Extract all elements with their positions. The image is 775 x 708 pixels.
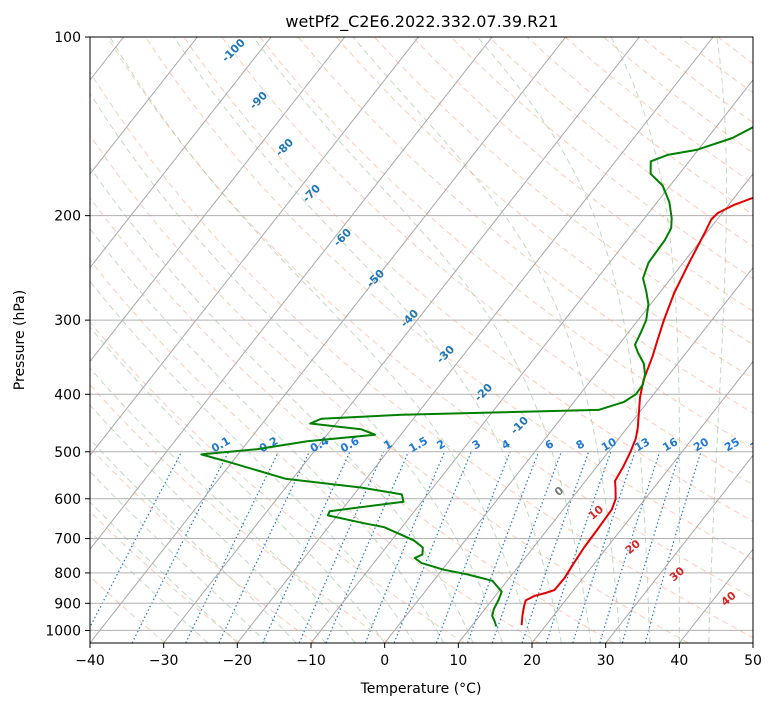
x-tick-label: 50 — [744, 653, 762, 669]
y-axis-label: Pressure (hPa) — [12, 290, 28, 390]
moist-adiabat-line — [477, 37, 651, 643]
dry-adiabats — [90, 37, 753, 643]
dry-adiabat-line — [374, 37, 753, 346]
isotherm-line — [163, 37, 640, 643]
moist-adiabat-line — [90, 227, 445, 643]
x-tick-label: 10 — [449, 653, 467, 669]
isotherm-line — [236, 37, 714, 643]
y-tick-label: 400 — [54, 387, 81, 403]
dewpoint-profile — [200, 125, 753, 627]
dry-adiabat-line — [90, 575, 166, 643]
moist-adiabat-line — [90, 326, 386, 643]
plot-frame — [89, 36, 754, 644]
dry-adiabat-line — [145, 37, 753, 560]
moist-adiabat-line — [90, 92, 503, 643]
y-tick-label: 1000 — [45, 623, 81, 639]
x-tick-label: −40 — [75, 653, 105, 669]
mixing-ratio-line — [298, 451, 385, 643]
dry-adiabat-line — [90, 196, 614, 643]
isotherm-line — [90, 37, 493, 550]
isotherm-line — [90, 37, 346, 363]
axis-ticks: −40 −30 −20 −10 0 10 20 30 40 50 100 200 300 400 500 60… — [45, 30, 762, 669]
moist-adiabat-line — [90, 470, 268, 643]
moist-adiabats — [90, 37, 727, 643]
y-tick-label: 500 — [54, 445, 81, 461]
mixing-ratio-line — [491, 451, 562, 643]
isotherm-line — [90, 37, 198, 175]
dry-adiabat-line — [90, 447, 315, 643]
isotherm-line — [90, 37, 419, 457]
moist-adiabat-line — [90, 367, 356, 643]
moist-adiabat-line — [90, 438, 297, 643]
mixing-ratio-line — [325, 451, 409, 643]
dry-adiabat-line — [335, 37, 753, 380]
x-axis-label: Temperature (°C) — [360, 681, 482, 697]
isotherm-line — [457, 266, 753, 643]
dry-adiabat-line — [90, 384, 390, 643]
isotherm-line — [531, 360, 753, 643]
mixing-ratio-line — [364, 451, 446, 643]
dry-adiabat-line — [90, 70, 753, 639]
mixing-ratio-line — [599, 451, 661, 643]
isotherm-line — [90, 37, 567, 643]
moist-adiabat-line — [90, 280, 415, 643]
mixing-ratio-line — [621, 451, 681, 643]
y-tick-label: 800 — [54, 566, 81, 582]
moist-adiabat-line — [90, 501, 238, 643]
isotherm-line — [90, 37, 272, 269]
dry-adiabat-line — [90, 134, 689, 643]
dry-adiabat-line — [412, 37, 753, 312]
x-tick-label: 20 — [523, 653, 541, 669]
mixing-ratio-line — [90, 451, 183, 629]
profile-lines — [200, 125, 753, 627]
dry-adiabat-line — [183, 37, 753, 523]
mixing-ratio-line — [466, 451, 540, 643]
chart-title: wetPf2_C2E6.2022.332.07.39.R21 — [285, 12, 558, 32]
moist-adiabat-line — [109, 37, 533, 643]
x-tick-label: 0 — [380, 653, 389, 669]
mixing-ratio-line — [435, 451, 511, 643]
isotherm-line — [605, 454, 753, 643]
mixing-ratio-line — [572, 451, 636, 643]
moist-adiabat-line — [708, 37, 727, 643]
moist-adiabat-line — [90, 530, 209, 643]
isotherm-line — [310, 79, 753, 643]
y-tick-label: 200 — [54, 209, 81, 225]
moist-adiabat-line — [173, 37, 562, 643]
x-tick-label: −20 — [223, 653, 253, 669]
moist-adiabat-line — [352, 37, 621, 643]
mixing-ratio-line — [521, 451, 590, 643]
skewed-isotherms — [90, 37, 753, 643]
dry-adiabat-line — [90, 259, 540, 643]
mixing-ratio-line — [185, 451, 280, 643]
moist-adiabat-line — [90, 404, 327, 643]
pressure-gridlines — [90, 37, 753, 631]
mixing-ratio-label: 30 — [748, 435, 768, 454]
x-tick-label: −30 — [149, 653, 179, 669]
mixing-ratio-line — [545, 451, 612, 643]
x-tick-label: 40 — [670, 653, 688, 669]
moist-adiabat-line — [90, 166, 474, 643]
y-tick-label: 600 — [54, 492, 81, 508]
moist-adiabat-line — [252, 37, 592, 643]
moist-adiabat-line — [610, 37, 681, 643]
isotherm-line — [384, 172, 753, 643]
y-tick-label: 100 — [54, 30, 81, 46]
dry-adiabat-line — [221, 37, 753, 486]
x-tick-label: −10 — [296, 653, 326, 669]
dry-adiabat-line — [106, 37, 753, 599]
y-tick-label: 300 — [54, 313, 81, 329]
x-tick-label: 30 — [597, 653, 615, 669]
y-tick-label: 900 — [54, 596, 81, 612]
y-tick-label: 700 — [54, 532, 81, 548]
dry-adiabat-line — [90, 321, 465, 643]
